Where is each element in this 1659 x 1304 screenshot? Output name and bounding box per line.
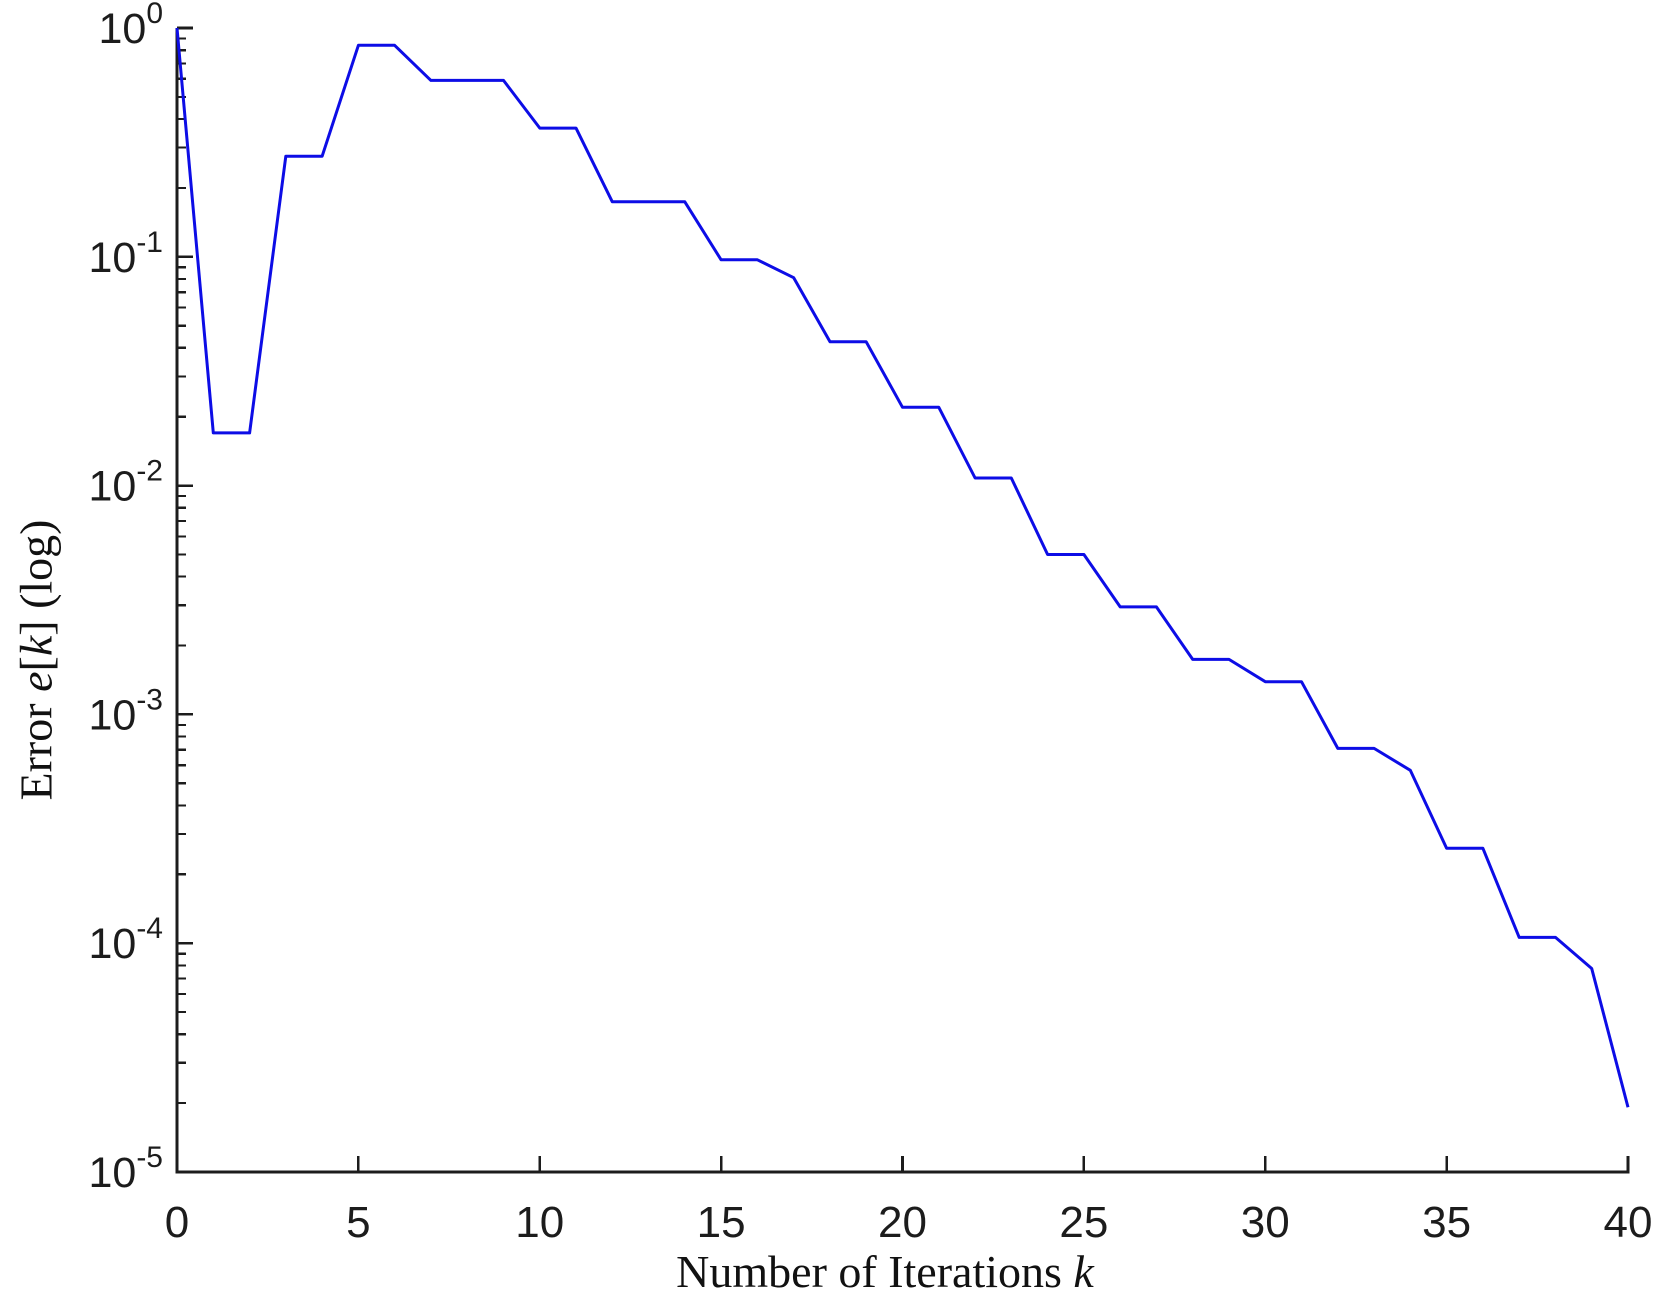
x-tick-label: 20: [878, 1198, 927, 1247]
x-axis-label-var: k: [1073, 1246, 1094, 1297]
y-tick-label: 10-4: [88, 912, 163, 968]
y-axis-label-close-bracket: ]: [10, 620, 62, 636]
x-tick-label: 30: [1241, 1198, 1290, 1247]
x-axis-label: Number of Iterations k: [676, 1246, 1094, 1298]
x-tick-label: 0: [165, 1198, 189, 1247]
error-curve: [175, 27, 1630, 1108]
y-axis-label: Error e[k] (log): [10, 519, 63, 801]
x-tick-label: 15: [697, 1198, 746, 1247]
y-axis-label-var-e: e: [10, 671, 62, 692]
y-tick-label: 100: [98, 0, 163, 53]
y-tick-label: 10-1: [88, 226, 163, 282]
y-tick-label: 10-3: [88, 683, 163, 739]
y-axis-label-pre: Error: [10, 691, 62, 801]
x-tick-label: 10: [515, 1198, 564, 1247]
x-tick-label: 35: [1422, 1198, 1471, 1247]
x-tick-label: 25: [1059, 1198, 1108, 1247]
x-axis-label-text: Number of Iterations: [676, 1246, 1074, 1297]
x-tick-label: 5: [346, 1198, 370, 1247]
x-tick-label: 40: [1604, 1198, 1653, 1247]
y-axis-label-open-bracket: [: [10, 656, 62, 672]
y-axis-label-var-k: k: [10, 635, 62, 657]
y-axis-label-post: (log): [10, 519, 62, 621]
y-tick-label: 10-5: [88, 1141, 163, 1197]
y-tick-label: 10-2: [88, 455, 163, 511]
